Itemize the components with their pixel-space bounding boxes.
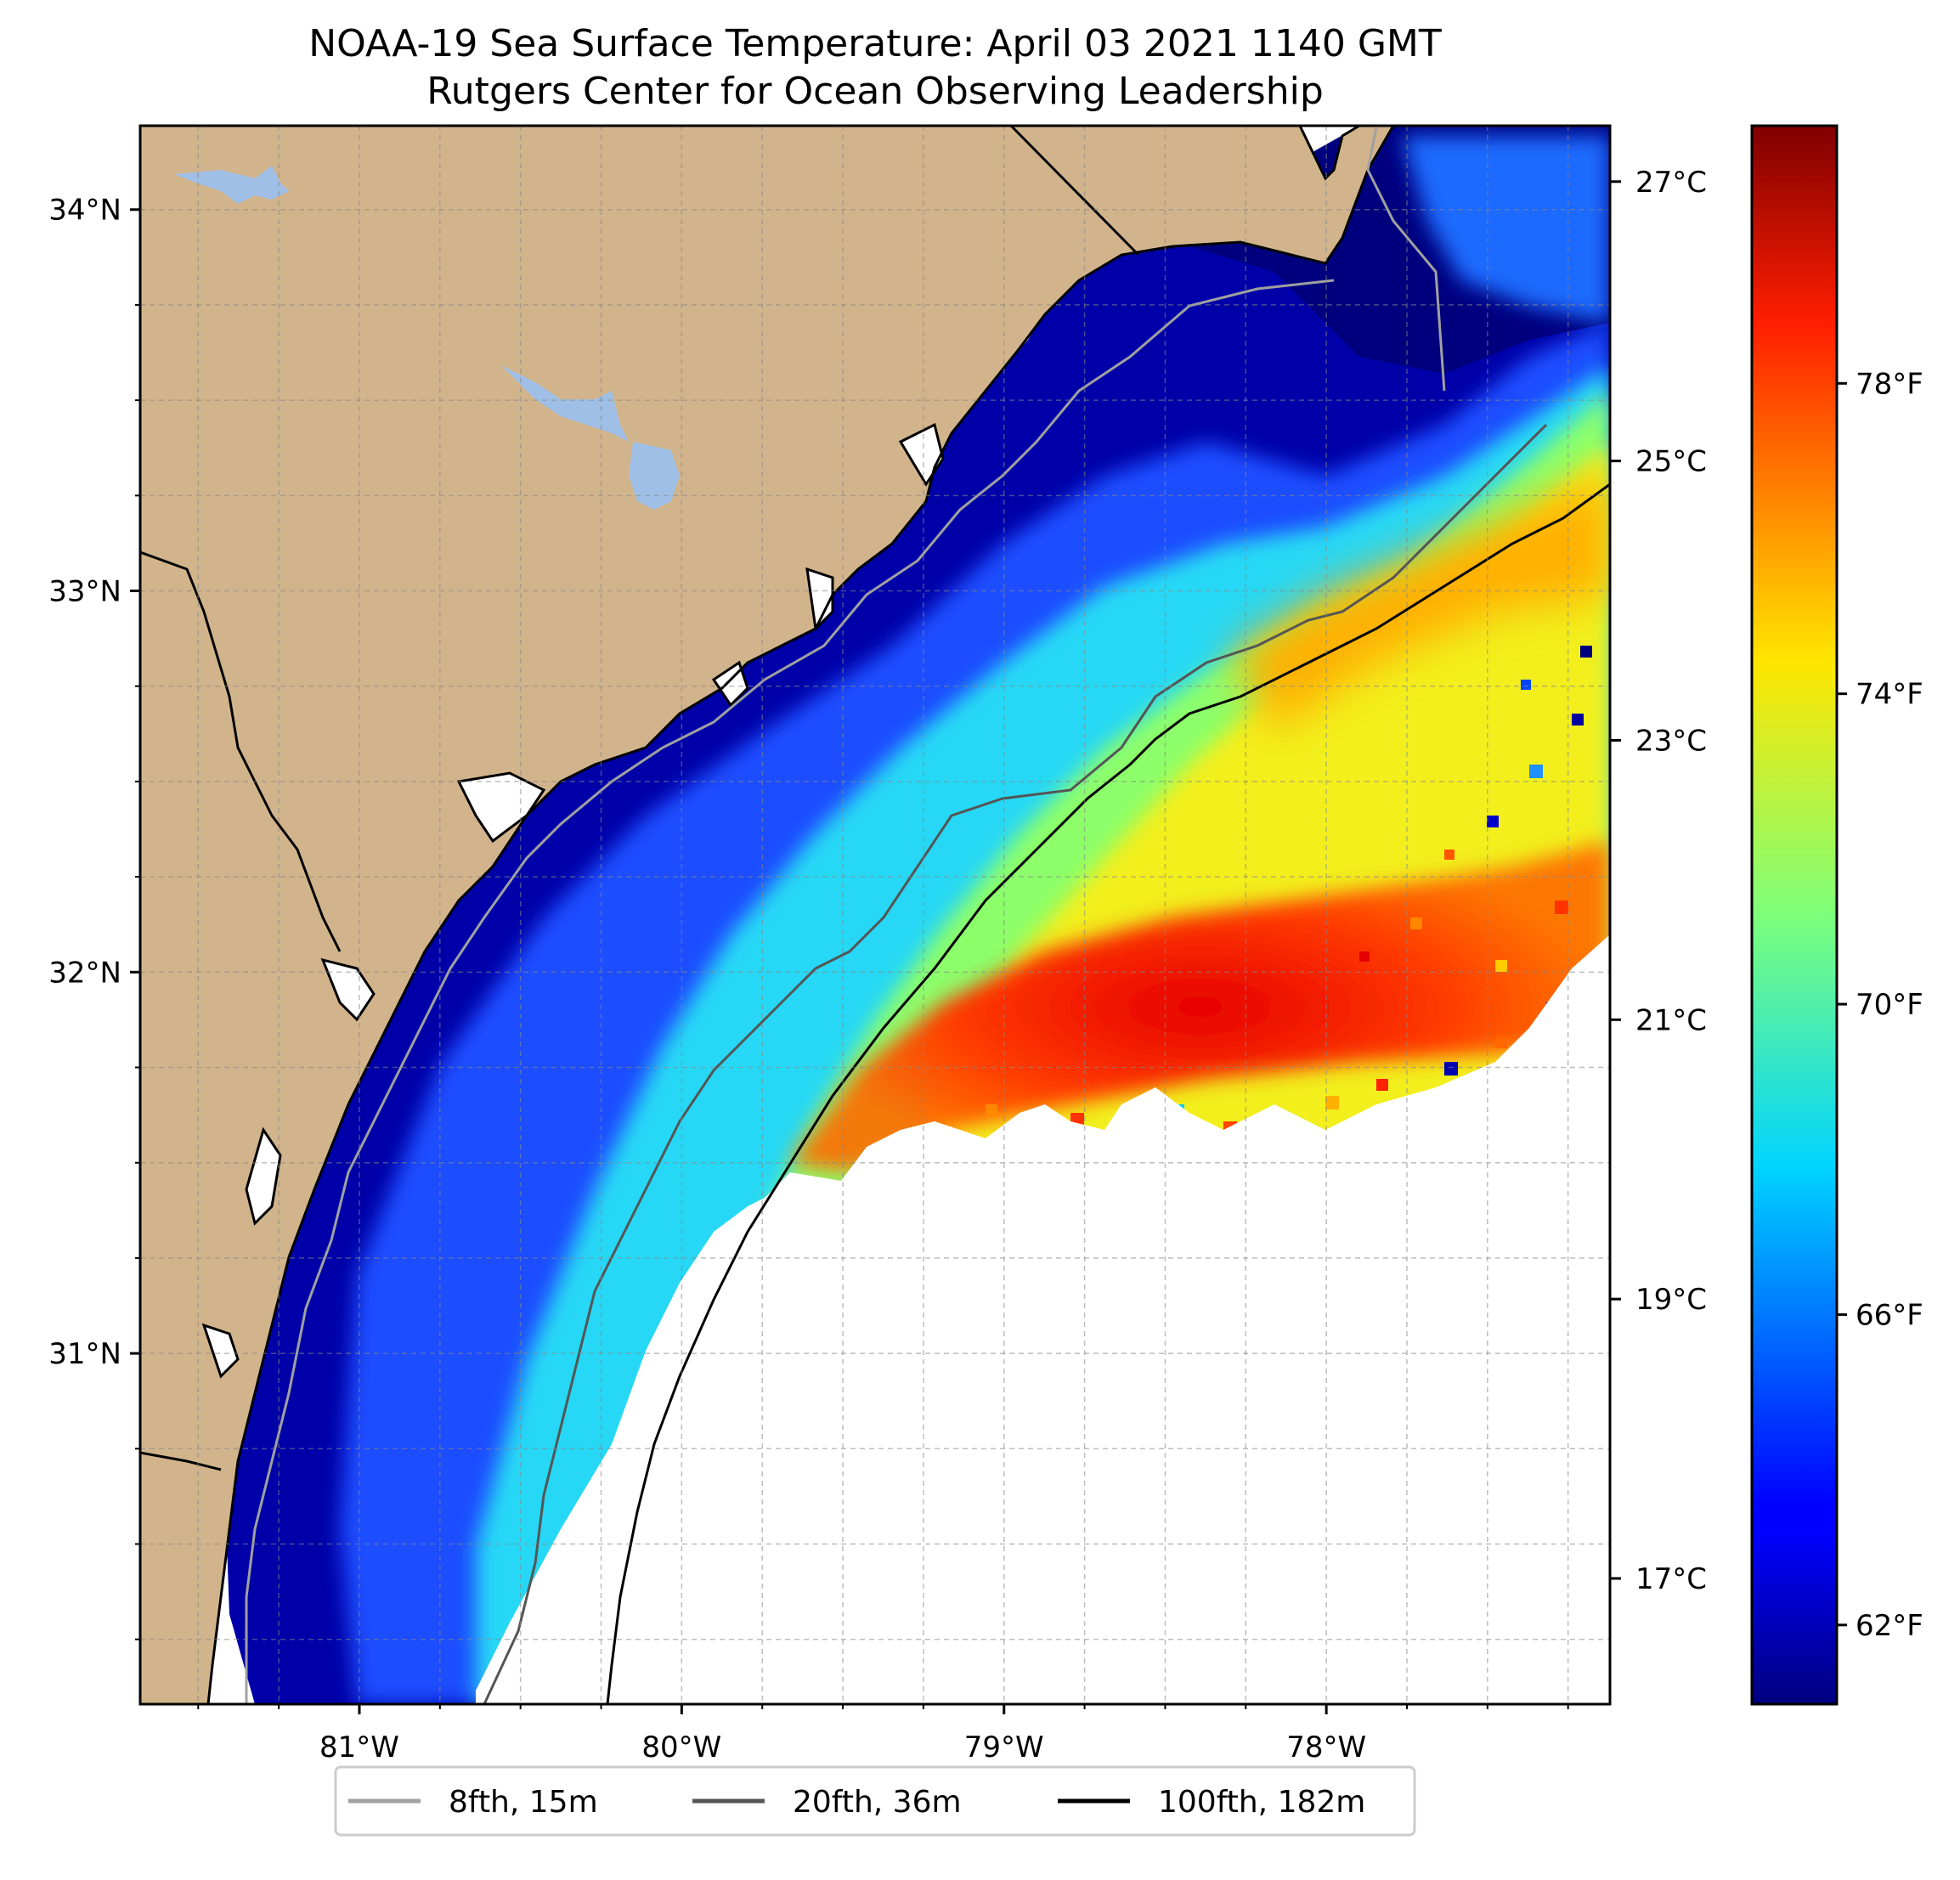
lon-tick-label-1: 80°W <box>641 1730 721 1764</box>
colorbar: 17°C 19°C 21°C 23°C 25°C 27°C 62°F 66°F 70°F 74°F… <box>1610 124 1923 1706</box>
lon-tick-label-3: 78°W <box>1286 1730 1366 1764</box>
map-frame <box>138 124 1612 1706</box>
lake-small <box>174 166 289 204</box>
lat-tick-label-1: 33°N <box>48 575 121 609</box>
legend-label-20fth: 20fth, 36m <box>793 1785 962 1820</box>
celsius-tick-label-4: 25°C <box>1635 445 1707 479</box>
fahrenheit-tick-label-1: 66°F <box>1856 1298 1923 1332</box>
fahrenheit-tick-label-3: 74°F <box>1856 678 1923 712</box>
fahrenheit-tick-label-0: 62°F <box>1856 1609 1923 1643</box>
legend-label-100fth: 100fth, 182m <box>1158 1785 1365 1820</box>
sst-orange-filament <box>1232 476 1610 731</box>
legend-entry-20fth: 20fth, 36m <box>692 1785 962 1820</box>
legend-entry-8fth: 8fth, 15m <box>348 1785 598 1820</box>
isobath-100fth <box>606 483 1610 1704</box>
state-line-sc-ga <box>140 550 342 952</box>
celsius-tick-label-0: 17°C <box>1635 1562 1707 1596</box>
colorbar-gradient <box>1750 124 1839 1706</box>
celsius-tick-label-1: 19°C <box>1635 1283 1707 1317</box>
lon-tick-label-0: 81°W <box>319 1730 399 1764</box>
legend-label-8fth: 8fth, 15m <box>449 1785 598 1820</box>
lat-tick-label-3: 31°N <box>48 1337 121 1371</box>
colorbar-ticks: 17°C 19°C 21°C 23°C 25°C 27°C 62°F 66°F 70°F 74°F… <box>1610 166 1923 1643</box>
lat-tick-label-2: 32°N <box>48 956 121 990</box>
isobath-20fth <box>483 423 1548 1704</box>
lon-tick-label-2: 79°W <box>964 1730 1044 1764</box>
lake-marion <box>501 365 629 442</box>
celsius-tick-label-3: 23°C <box>1635 724 1707 758</box>
state-line-ga-fl <box>140 1451 222 1471</box>
fahrenheit-tick-label-2: 70°F <box>1856 988 1923 1022</box>
gridlines <box>140 126 1610 1704</box>
celsius-tick-label-5: 27°C <box>1635 166 1707 200</box>
inlets <box>201 422 945 1379</box>
legend-box <box>334 1765 1416 1837</box>
state-line-nc-sc <box>1009 126 1140 257</box>
map-panel <box>140 126 1610 1704</box>
celsius-tick-label-2: 21°C <box>1635 1003 1707 1037</box>
isobath-8fth <box>245 127 1446 1704</box>
figure-title: NOAA-19 Sea Surface Temperature: April 0… <box>308 22 1442 65</box>
lakes <box>174 166 680 510</box>
map-axes: 81°W 80°W 79°W 78°W 34°N 33°N 32°N 31°N <box>48 194 1569 1764</box>
fahrenheit-tick-label-4: 78°F <box>1856 367 1923 401</box>
lat-tick-label-0: 34°N <box>48 194 121 228</box>
land-mainland <box>140 126 1393 1704</box>
sst-gulf-stream-core <box>790 841 1610 1172</box>
coastline <box>140 126 1395 1704</box>
lake-moultrie <box>629 442 680 510</box>
figure-subtitle: Rutgers Center for Ocean Observing Leade… <box>426 70 1324 113</box>
sst-northeast-blue <box>1402 136 1610 323</box>
legend: 8fth, 15m 20fth, 36m 100fth, 182m <box>334 1765 1416 1837</box>
legend-entry-100fth: 100fth, 182m <box>1058 1785 1365 1820</box>
